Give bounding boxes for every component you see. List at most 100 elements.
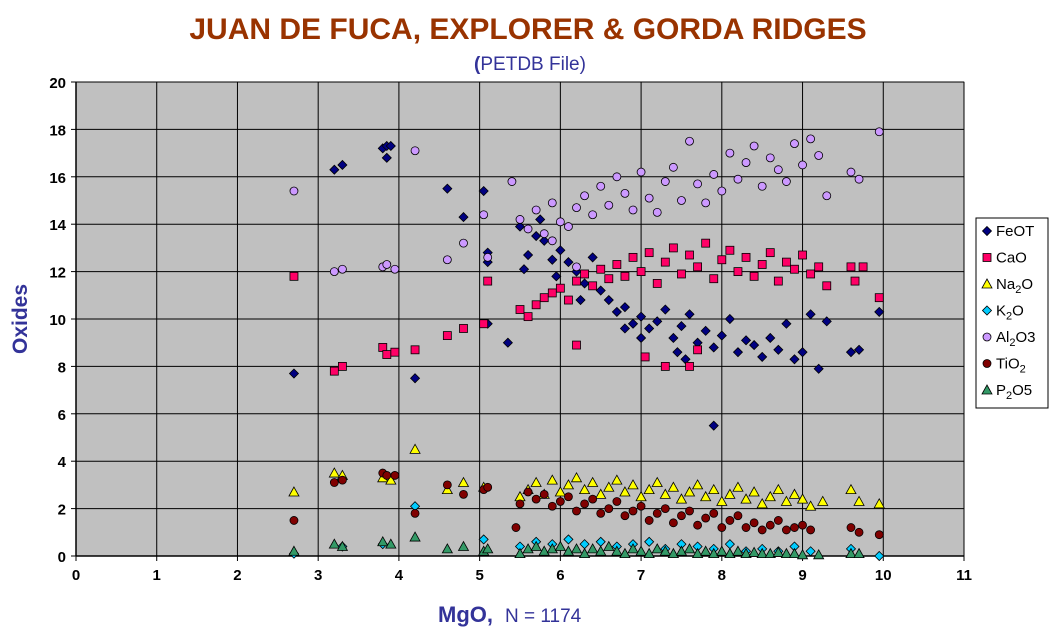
point-tio2 <box>337 475 347 485</box>
point-feot <box>853 344 865 355</box>
point-cao <box>749 271 759 281</box>
point-al2o3 <box>709 170 719 179</box>
legend-marker-cao <box>982 253 992 262</box>
point-feot <box>575 294 586 306</box>
point-cao <box>289 271 299 281</box>
point-p2o5 <box>377 535 389 547</box>
point-al2o3 <box>329 267 339 277</box>
point-na2o <box>788 488 801 499</box>
point-al2o3 <box>798 160 807 170</box>
point-tio2 <box>717 523 727 532</box>
y-tick-label: 2 <box>58 502 66 519</box>
point-cao <box>806 269 816 279</box>
series-tio2 <box>289 468 884 540</box>
point-tio2 <box>644 516 654 525</box>
point-al2o3 <box>854 174 864 184</box>
point-na2o <box>675 493 688 504</box>
y-tick-label: 6 <box>58 407 66 424</box>
point-p2o5 <box>748 546 760 557</box>
point-tio2 <box>410 508 420 518</box>
point-na2o <box>554 486 567 497</box>
point-tio2 <box>701 513 711 523</box>
point-al2o3 <box>382 260 392 269</box>
point-cao <box>612 260 622 269</box>
point-cao <box>741 252 751 262</box>
point-p2o5 <box>659 545 671 556</box>
point-al2o3 <box>644 193 654 203</box>
point-na2o <box>780 495 793 506</box>
point-feot <box>409 373 421 384</box>
point-p2o5 <box>756 547 768 559</box>
point-feot <box>757 351 768 362</box>
x-tick-label: 5 <box>475 567 483 584</box>
x-axis-label: MgO, N = 1174 <box>438 602 582 627</box>
point-feot <box>724 313 735 325</box>
point-feot <box>668 332 679 344</box>
series-feot <box>288 140 885 431</box>
point-na2o <box>804 500 817 511</box>
point-al2o3 <box>555 217 565 227</box>
point-al2o3 <box>604 200 614 210</box>
legend-label-main: P <box>996 382 1006 399</box>
point-feot <box>684 309 695 320</box>
point-al2o3 <box>523 224 533 234</box>
point-p2o5 <box>772 546 785 557</box>
point-p2o5 <box>554 540 567 551</box>
point-p2o5 <box>683 543 696 554</box>
point-p2o5 <box>482 543 494 554</box>
point-feot <box>813 363 824 374</box>
point-cao <box>515 305 525 314</box>
point-cao <box>693 345 702 355</box>
legend-label-tail: O <box>1012 303 1024 320</box>
point-feot <box>708 342 719 353</box>
point-p2o5 <box>732 545 744 556</box>
legend-label-sub: 2 <box>1006 390 1012 402</box>
point-na2o <box>708 483 720 495</box>
point-feot <box>555 245 566 256</box>
point-p2o5 <box>457 540 470 551</box>
y-tick-label: 10 <box>49 312 66 329</box>
point-al2o3 <box>822 191 832 201</box>
point-feot <box>502 337 513 348</box>
point-tio2 <box>531 494 541 504</box>
point-feot <box>773 344 784 355</box>
point-al2o3 <box>814 151 824 160</box>
point-feot <box>708 420 719 431</box>
point-na2o <box>796 493 809 504</box>
point-feot <box>636 311 647 322</box>
point-p2o5 <box>845 547 857 559</box>
point-cao <box>677 269 686 279</box>
point-na2o <box>530 476 542 487</box>
y-axis-label: Oxides <box>9 284 32 354</box>
point-al2o3 <box>717 186 727 196</box>
point-cao <box>733 267 743 277</box>
point-al2o3 <box>547 198 557 208</box>
x-tick-label: 9 <box>798 567 806 584</box>
x-tick-label: 10 <box>875 567 892 584</box>
point-na2o <box>457 476 470 487</box>
legend-label-main: FeOT <box>996 223 1034 240</box>
point-p2o5 <box>538 545 550 556</box>
point-p2o5 <box>635 545 647 556</box>
point-tio2 <box>757 525 767 535</box>
point-al2o3 <box>531 205 541 215</box>
point-feot <box>732 347 744 358</box>
point-tio2 <box>668 518 678 528</box>
point-al2o3 <box>874 127 884 137</box>
point-p2o5 <box>724 547 736 559</box>
point-cao <box>572 276 581 286</box>
point-al2o3 <box>479 210 489 220</box>
chart-subtitle-paren: ( <box>474 54 481 75</box>
point-cao <box>709 274 719 284</box>
point-cao <box>790 264 799 274</box>
point-feot <box>845 347 857 358</box>
point-tio2 <box>390 471 400 480</box>
point-feot <box>385 140 396 152</box>
legend-label-main: Na <box>996 276 1016 293</box>
point-feot <box>518 264 530 275</box>
point-cao <box>564 295 573 305</box>
point-al2o3 <box>806 134 816 144</box>
point-cao <box>693 262 702 272</box>
